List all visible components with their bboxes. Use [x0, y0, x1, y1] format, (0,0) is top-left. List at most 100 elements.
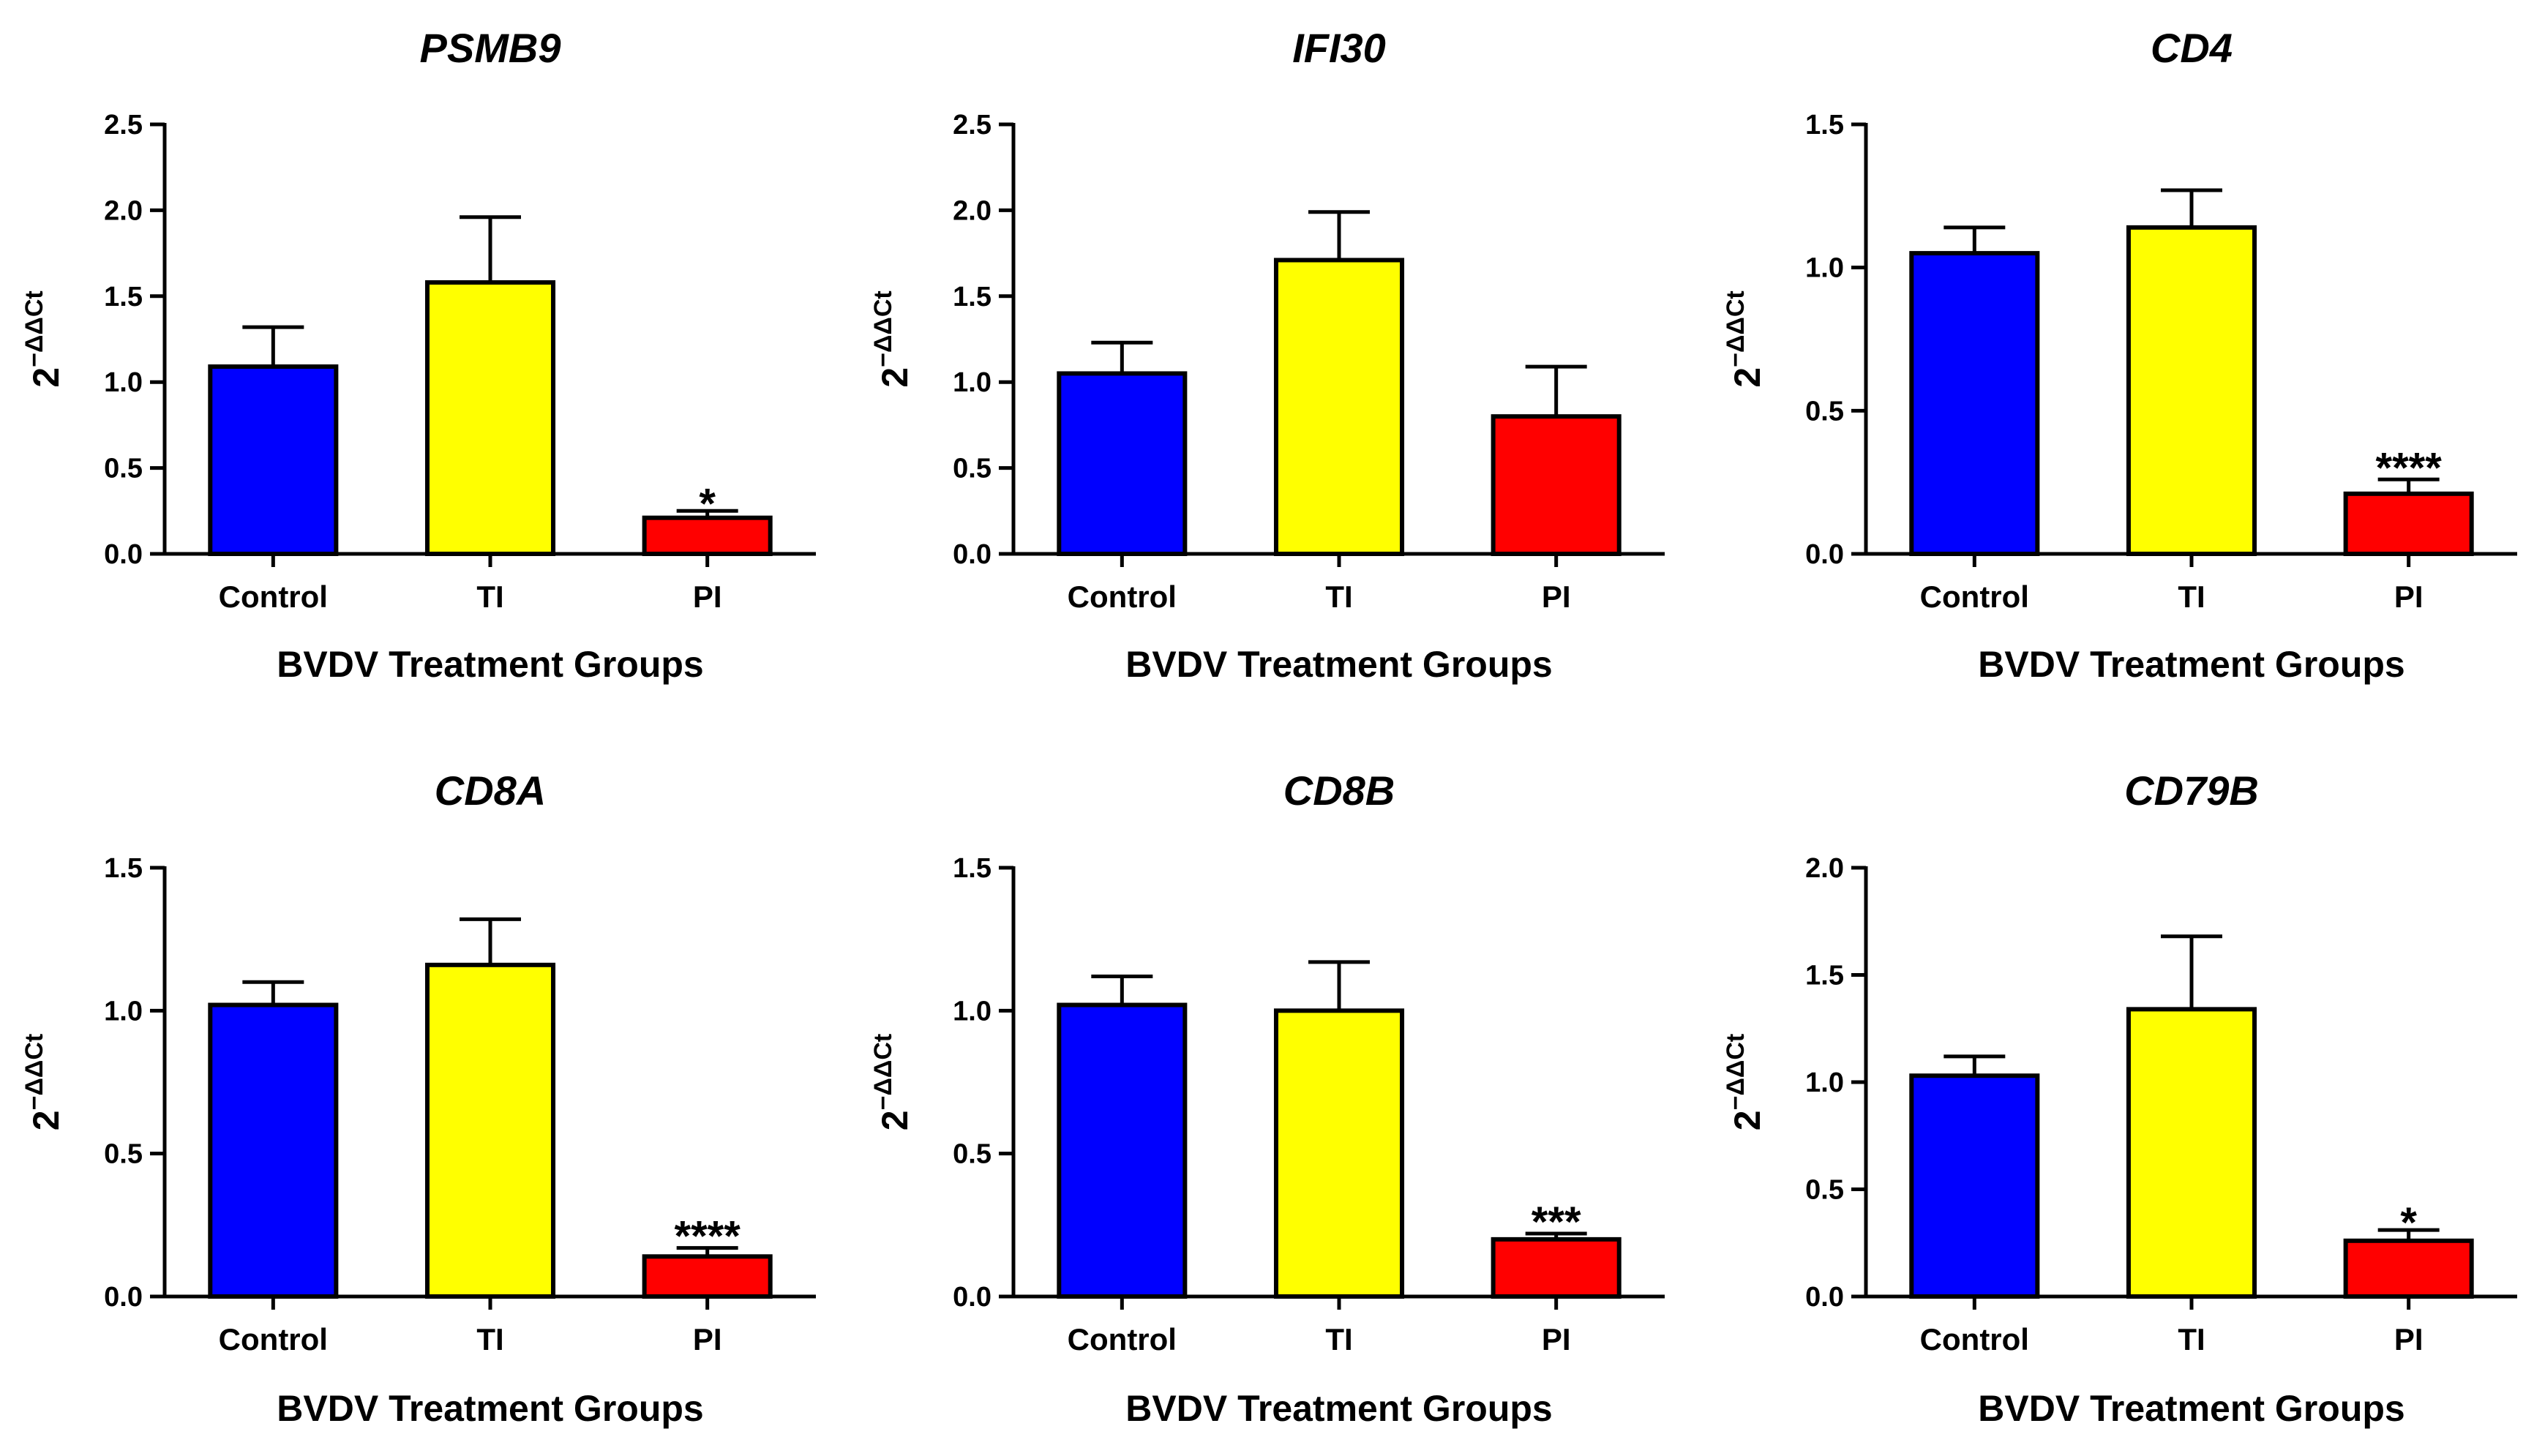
y-tick-label: 2.0 — [1805, 853, 1844, 884]
bar-ti — [1273, 1008, 1405, 1299]
chart-panel-cd79b: CD79B 0.0 0.5 1.0 1.5 2.0 2−ΔΔCt Control TI PI * BV… — [1722, 768, 2517, 1429]
y-axis-label-exponent: −ΔΔCt — [869, 290, 897, 367]
y-axis-label-exponent: −ΔΔCt — [1722, 290, 1750, 367]
x-axis-title: BVDV Treatment Groups — [277, 644, 703, 685]
x-tick-label-pi: PI — [693, 579, 722, 614]
bar-control — [1057, 1002, 1188, 1299]
y-tick-label: 0.0 — [953, 1282, 992, 1313]
bar-ti — [1273, 258, 1405, 556]
chart-title: CD8B — [1283, 768, 1395, 814]
y-tick-label: 1.0 — [104, 996, 143, 1027]
chart-title: PSMB9 — [420, 25, 561, 71]
y-tick-label: 1.5 — [953, 282, 992, 312]
y-tick-label: 1.0 — [953, 996, 992, 1027]
x-tick-label-ti: TI — [1325, 1322, 1352, 1356]
bar-control — [1909, 1073, 2040, 1299]
bar-pi — [1491, 414, 1622, 556]
x-tick-label-control: Control — [1920, 579, 2029, 614]
y-tick-label: 0.0 — [104, 1282, 143, 1313]
significance-marker: *** — [1532, 1198, 1581, 1246]
y-axis-label: 2−ΔΔCt — [869, 290, 915, 387]
bar-control — [1909, 251, 2040, 556]
bar-pi — [642, 1254, 773, 1299]
x-tick-label-ti: TI — [476, 579, 503, 614]
y-tick-label: 2.5 — [953, 110, 992, 140]
y-tick-label: 0.0 — [953, 539, 992, 570]
y-axis-label: 2−ΔΔCt — [20, 290, 67, 387]
y-tick-label: 2.0 — [953, 195, 992, 226]
chart-panel-cd4: CD4 0.0 0.5 1.0 1.5 2−ΔΔCt Control TI PI **** BVDV… — [1722, 25, 2517, 685]
chart-title: CD79B — [2124, 768, 2259, 814]
y-tick-label: 1.5 — [953, 853, 992, 884]
x-tick-label-control: Control — [1068, 1322, 1177, 1356]
chart-title: CD4 — [2151, 25, 2233, 71]
x-axis-title: BVDV Treatment Groups — [1978, 1388, 2404, 1429]
x-tick-label-pi: PI — [2394, 579, 2424, 614]
bar-pi — [1491, 1237, 1622, 1299]
bar-ti — [2126, 225, 2257, 556]
y-axis-label: 2−ΔΔCt — [1722, 290, 1768, 387]
x-axis-title: BVDV Treatment Groups — [1125, 644, 1552, 685]
y-axis-label: 2−ΔΔCt — [1722, 1034, 1768, 1130]
x-tick-label-ti: TI — [1325, 579, 1352, 614]
y-tick-label: 1.0 — [1805, 253, 1844, 284]
x-axis-title: BVDV Treatment Groups — [277, 1388, 703, 1429]
significance-marker: * — [699, 480, 716, 528]
y-axis-label-base: 2 — [26, 1110, 67, 1130]
y-tick-label: 0.5 — [953, 1139, 992, 1170]
y-axis-label-base: 2 — [1727, 1110, 1768, 1130]
bar-ti — [424, 280, 556, 556]
y-axis-label: 2−ΔΔCt — [869, 1034, 915, 1130]
significance-marker: * — [2400, 1199, 2417, 1247]
y-tick-label: 1.5 — [1805, 961, 1844, 991]
y-tick-label: 1.5 — [1805, 110, 1844, 140]
x-tick-label-ti: TI — [2178, 1322, 2205, 1356]
y-axis-label-exponent: −ΔΔCt — [20, 1034, 48, 1111]
bar-control — [1057, 371, 1188, 556]
chart-panel-ifi30: IFI30 0.0 0.5 1.0 1.5 2.0 2.5 2−ΔΔCt Control TI PI… — [869, 25, 1665, 685]
y-axis-label: 2−ΔΔCt — [20, 1034, 67, 1130]
y-tick-label: 0.0 — [104, 539, 143, 570]
chart-panel-psmb9: PSMB9 0.0 0.5 1.0 1.5 2.0 2.5 2−ΔΔCt Control TI PI… — [20, 25, 816, 685]
y-tick-label: 0.0 — [1805, 1282, 1844, 1313]
y-tick-label: 0.5 — [104, 454, 143, 484]
bar-control — [208, 1002, 339, 1299]
x-tick-label-ti: TI — [476, 1322, 503, 1356]
bar-ti — [424, 962, 556, 1299]
x-tick-label-control: Control — [1068, 579, 1177, 614]
y-tick-label: 1.5 — [104, 853, 143, 884]
significance-marker: **** — [675, 1213, 741, 1261]
y-tick-label: 1.0 — [953, 367, 992, 398]
y-axis-label-base: 2 — [874, 1110, 915, 1130]
y-tick-label: 0.5 — [104, 1139, 143, 1170]
y-tick-label: 2.5 — [104, 110, 143, 140]
x-tick-label-control: Control — [1920, 1322, 2029, 1356]
y-axis-label-exponent: −ΔΔCt — [1722, 1034, 1750, 1111]
y-tick-label: 0.5 — [1805, 396, 1844, 427]
y-tick-label: 1.0 — [1805, 1067, 1844, 1098]
chart-panel-cd8b: CD8B 0.0 0.5 1.0 1.5 2−ΔΔCt Control TI PI *** BVDV… — [869, 768, 1665, 1429]
significance-marker: **** — [2376, 444, 2443, 492]
bar-ti — [2126, 1007, 2257, 1299]
y-tick-label: 0.5 — [953, 454, 992, 484]
x-tick-label-control: Control — [219, 579, 328, 614]
y-axis-label-base: 2 — [874, 367, 915, 388]
x-axis-title: BVDV Treatment Groups — [1125, 1388, 1552, 1429]
y-tick-label: 1.0 — [104, 367, 143, 398]
x-tick-label-pi: PI — [1542, 1322, 1571, 1356]
y-tick-label: 0.0 — [1805, 539, 1844, 570]
chart-panel-cd8a: CD8A 0.0 0.5 1.0 1.5 2−ΔΔCt Control TI PI **** BVD… — [20, 768, 816, 1429]
y-tick-label: 2.0 — [104, 195, 143, 226]
bar-pi — [2343, 1238, 2474, 1299]
y-axis-label-exponent: −ΔΔCt — [20, 290, 48, 367]
x-tick-label-pi: PI — [2394, 1322, 2424, 1356]
x-tick-label-pi: PI — [1542, 579, 1571, 614]
y-tick-label: 1.5 — [104, 282, 143, 312]
y-axis-label-base: 2 — [1727, 367, 1768, 388]
chart-title: CD8A — [435, 768, 546, 814]
bar-pi — [2343, 491, 2474, 557]
x-tick-label-ti: TI — [2178, 579, 2205, 614]
chart-title: IFI30 — [1292, 25, 1386, 71]
